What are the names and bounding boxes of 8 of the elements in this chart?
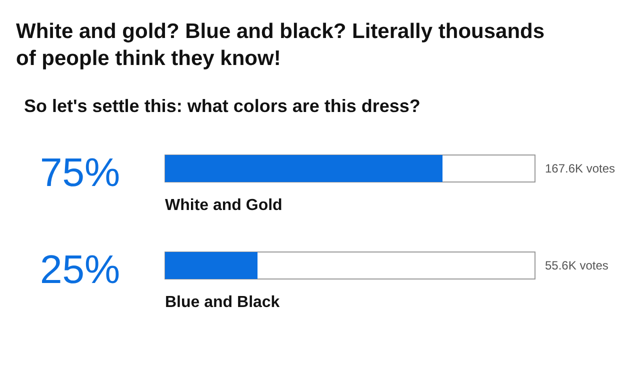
chart-title: White and gold? Blue and black? Literally thousands of people think they know! — [16, 20, 545, 70]
y-tick-label: Blue and Black — [165, 294, 280, 311]
data-label: 75% — [40, 151, 120, 195]
data-label: 25% — [40, 248, 120, 292]
text: 167.6K votes — [545, 162, 616, 176]
chart-subtitle: So let's settle this: what colors are this dress? — [24, 96, 420, 116]
y-tick-label: White and Gold — [165, 197, 282, 214]
text: 55.6K votes — [545, 258, 608, 272]
